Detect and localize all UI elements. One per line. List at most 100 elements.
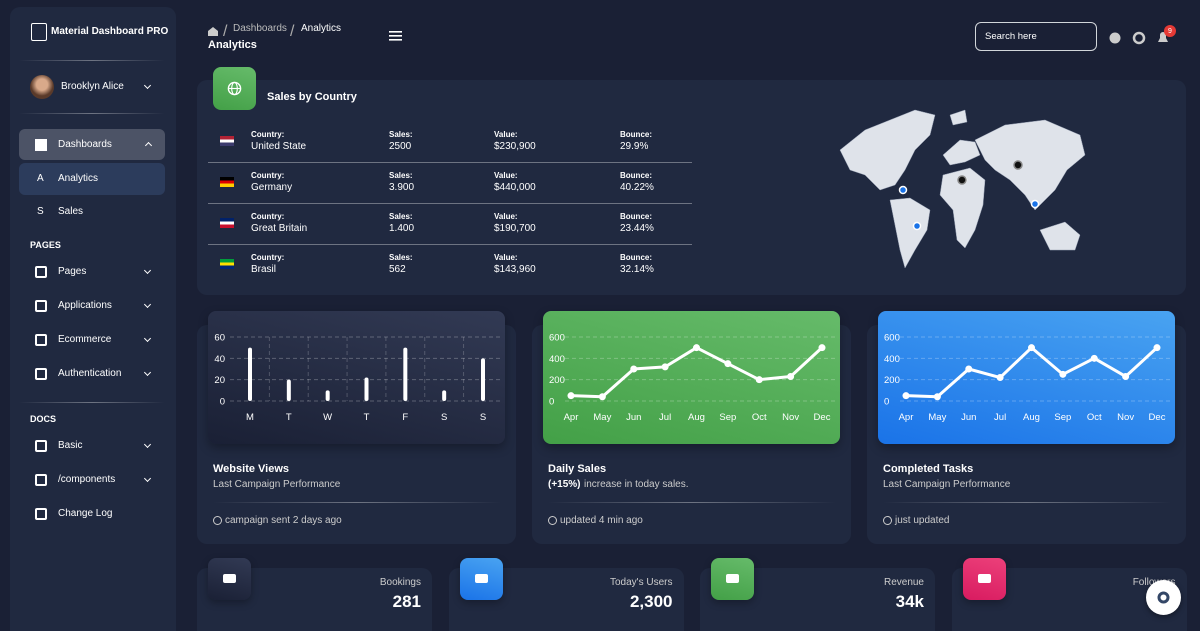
column-label: Sales: <box>389 130 413 139</box>
point <box>630 365 638 373</box>
column-label: Bounce: <box>620 171 652 180</box>
stat-icon <box>726 574 739 583</box>
x-tick-label: M <box>246 412 254 423</box>
column-label: Sales: <box>389 212 413 221</box>
point <box>661 363 669 371</box>
x-tick-label: Aug <box>688 412 705 423</box>
nav-sub-item[interactable]: Analytics <box>58 173 99 184</box>
nav-item[interactable]: Authentication <box>58 368 122 379</box>
search-placeholder[interactable]: Search here <box>985 31 1037 42</box>
nav-item[interactable]: Ecommerce <box>58 334 112 345</box>
fab-settings[interactable] <box>1146 580 1181 615</box>
y-tick-label: 600 <box>884 333 900 344</box>
nav-sub-short: A <box>37 173 44 184</box>
cell: 1.400 <box>389 223 415 234</box>
brand: Material Dashboard PRO <box>51 26 169 37</box>
nav-sub-active[interactable] <box>19 163 165 195</box>
chart: 0 200 400 600 Apr May Jun Jul Aug Sep Oct Nov Dec <box>549 333 835 423</box>
cell: 29.9% <box>620 141 649 152</box>
nav-item[interactable]: Applications <box>58 300 112 311</box>
column-label: Value: <box>494 253 518 262</box>
y-tick-label: 600 <box>549 333 565 344</box>
point <box>693 344 700 352</box>
x-tick-label: Dec <box>814 412 831 423</box>
chart-footer: campaign sent 2 days ago <box>225 515 342 526</box>
world-map <box>839 109 1086 269</box>
stat-value: 281 <box>392 592 421 611</box>
globe-icon <box>227 81 242 96</box>
chart: 0 200 400 600 Apr May Jun Jul Aug Sep Oct Nov Dec <box>884 333 1170 423</box>
x-tick-label: Oct <box>1087 412 1102 423</box>
flag <box>220 218 234 228</box>
user-name[interactable]: Brooklyn Alice <box>61 81 124 92</box>
column-label: Sales: <box>389 253 413 262</box>
nav-sub-item[interactable]: Sales <box>58 206 84 217</box>
notification-badge: 9 <box>1168 28 1172 35</box>
x-tick-label: Aug <box>1023 412 1040 423</box>
divider <box>19 60 165 61</box>
stat-label: Today's Users <box>610 577 673 588</box>
nav-icon <box>35 300 47 312</box>
bar <box>286 379 291 401</box>
divider <box>883 502 1171 503</box>
stat-value: 2,300 <box>629 592 673 611</box>
stat-icon <box>223 574 236 583</box>
flag <box>220 136 234 146</box>
chart-title: Website Views <box>213 463 290 475</box>
bar <box>403 347 408 401</box>
nav-item[interactable]: /components <box>58 474 116 485</box>
y-tick-label: 0 <box>220 397 225 408</box>
point <box>598 393 606 401</box>
breadcrumb-sep: / <box>290 23 295 40</box>
bar <box>442 390 447 401</box>
point <box>1028 344 1035 352</box>
chart-title: Daily Sales <box>548 463 607 475</box>
page-title: Analytics <box>208 39 257 51</box>
x-tick-label: Jul <box>994 412 1006 423</box>
x-tick-label: Jun <box>961 412 976 423</box>
column-label: Value: <box>494 171 518 180</box>
y-tick-label: 400 <box>549 354 565 365</box>
breadcrumb-current: Analytics <box>301 23 342 34</box>
point <box>567 392 575 400</box>
x-tick-label: Nov <box>782 412 799 423</box>
nav-item[interactable]: Change Log <box>58 508 113 519</box>
column-label: Country: <box>251 212 285 221</box>
point <box>1059 370 1067 378</box>
brand-logo <box>31 23 47 41</box>
chart: 0 20 40 60 M T W T F S S <box>214 333 500 423</box>
cell: 32.14% <box>620 264 654 275</box>
cell: $143,960 <box>494 264 536 275</box>
cell: 2500 <box>389 141 412 152</box>
nav-dashboards[interactable]: Dashboards <box>58 139 112 150</box>
nav-icon <box>35 368 47 380</box>
x-tick-label: W <box>323 412 332 423</box>
cell: Brasil <box>251 264 277 275</box>
cell: Great Britain <box>251 223 308 234</box>
stat-value: 34k <box>895 592 924 611</box>
column-label: Country: <box>251 130 285 139</box>
point <box>787 372 795 380</box>
divider <box>19 402 165 403</box>
column-label: Bounce: <box>620 212 652 221</box>
sidebar <box>10 7 176 631</box>
cell: 3.900 <box>389 182 415 193</box>
point <box>1122 372 1130 380</box>
x-tick-label: Oct <box>752 412 767 423</box>
line <box>905 346 1159 399</box>
flag <box>220 259 234 269</box>
nav-item[interactable]: Basic <box>58 440 83 451</box>
row-divider <box>208 203 692 204</box>
point <box>933 393 941 401</box>
x-tick-label: Apr <box>899 412 914 423</box>
header-icons <box>208 25 1176 45</box>
cell: 562 <box>389 264 406 275</box>
bar <box>364 377 369 401</box>
y-tick-label: 400 <box>884 354 900 365</box>
nav-item[interactable]: Pages <box>58 266 87 277</box>
x-tick-label: May <box>928 412 946 423</box>
y-tick-label: 200 <box>884 375 900 386</box>
search-box[interactable] <box>975 22 1097 51</box>
cell: 23.44% <box>620 223 654 234</box>
breadcrumb[interactable]: Dashboards <box>233 23 287 34</box>
